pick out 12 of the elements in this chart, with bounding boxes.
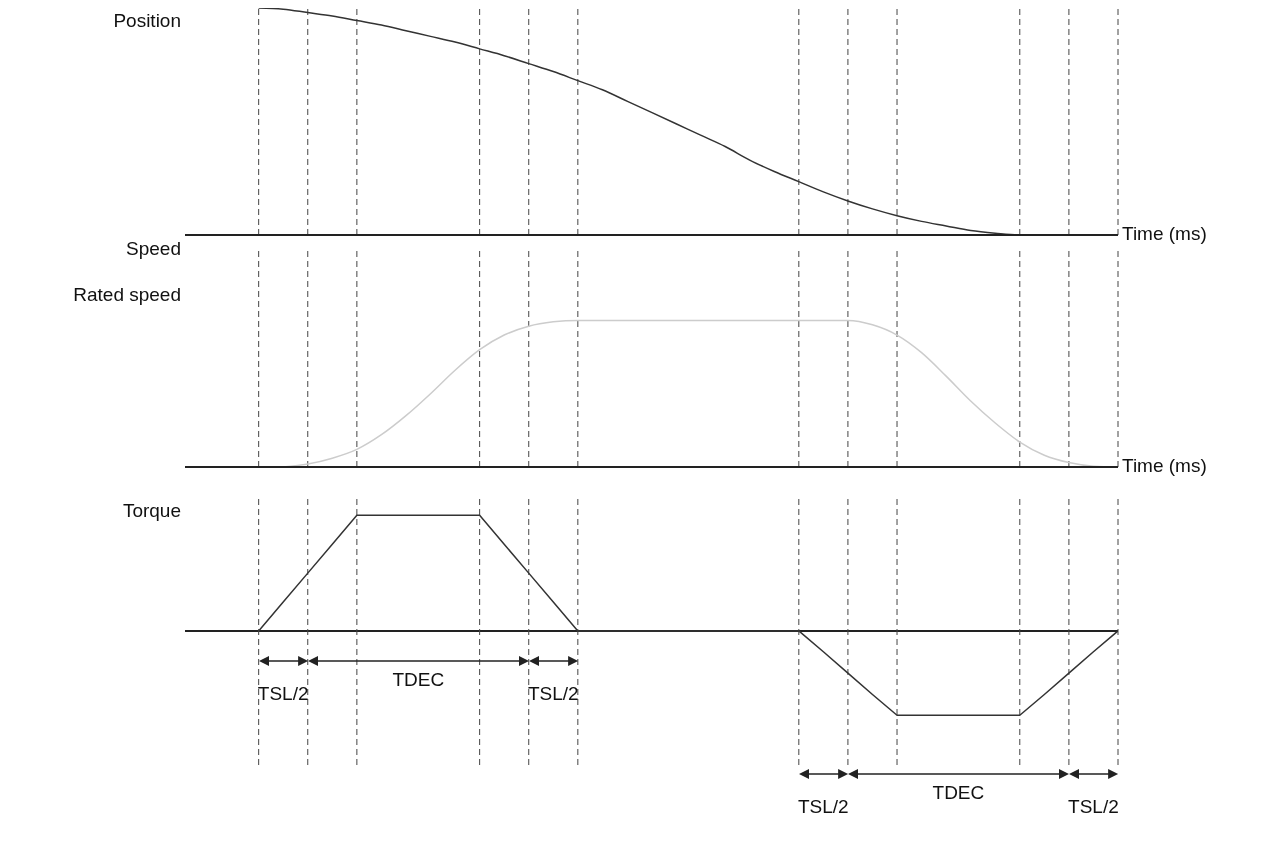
annotation: TDEC (391, 668, 446, 691)
annotation: TSL/2 (526, 682, 580, 705)
text: TSL/2 (1067, 795, 1120, 818)
y-axis-title: Speed (126, 238, 181, 260)
text: TSL/2 (797, 795, 850, 818)
x-axis-title: Time (ms) (1122, 223, 1207, 245)
y-axis-title: Torque (122, 500, 181, 522)
text: TDEC (931, 781, 986, 804)
x-axis-title: Time (ms) (1122, 455, 1207, 477)
text: Rated speed (73, 284, 181, 306)
y-axis-title: Position (113, 10, 181, 32)
annotation: TSL/2 (256, 682, 310, 705)
